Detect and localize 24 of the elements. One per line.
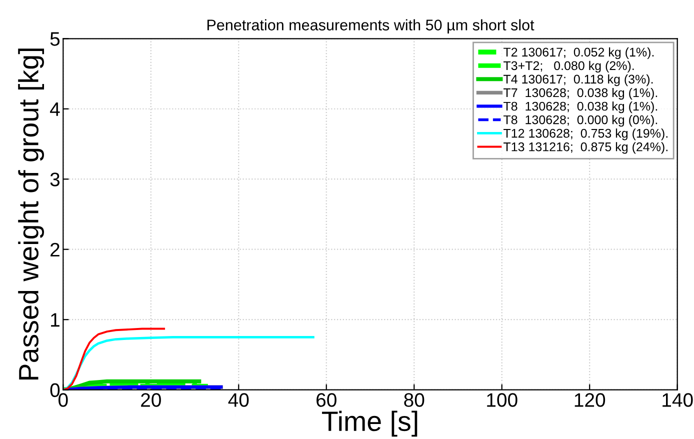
x-tick-label: 120 [574, 393, 606, 407]
y-tick-label: 1 [51, 313, 60, 327]
y-tick-label: 4 [50, 102, 60, 116]
x-tick-label: 100 [487, 393, 518, 407]
legend-label: T12 130628; 0.753 kg (19%). [504, 128, 668, 140]
legend-label: T2 130617; 0.052 kg (1%). [504, 47, 654, 60]
legend-label: T7 130628; 0.038 kg (1%). [504, 88, 658, 100]
legend-label: T8 130628; 0.038 kg (1%). [504, 101, 658, 114]
chart-title: Penetration measurements with 50 µm short slot [207, 19, 534, 34]
y-axis-title: Passed weight of grout [kg] [18, 48, 44, 380]
x-tick-label: 40 [228, 393, 249, 407]
legend-label: T13 131216; 0.875 kg (24%). [504, 142, 668, 154]
x-tick-label: 20 [141, 393, 161, 407]
y-tick-label: 0 [50, 383, 60, 398]
x-tick-label: 60 [316, 393, 336, 407]
x-tick-label: 80 [404, 393, 424, 407]
y-tick-label: 2 [50, 242, 60, 256]
legend-label: T8 130628; 0.000 kg (0%). [504, 115, 658, 127]
x-axis-title: Time [s] [322, 410, 418, 437]
y-tick-label: 3 [50, 172, 60, 186]
legend-label: T4 130617; 0.118 kg (3%). [504, 74, 653, 86]
y-tick-label: 5 [50, 32, 60, 46]
x-tick-label: 140 [662, 393, 693, 407]
legend-label: T3+T2; 0.080 kg (2%). [504, 60, 634, 73]
